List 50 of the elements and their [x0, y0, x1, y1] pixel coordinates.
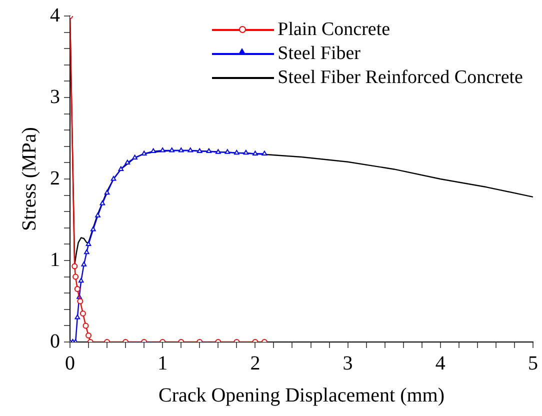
y-tick-label: 4: [50, 4, 60, 26]
point: [169, 147, 175, 152]
point: [160, 147, 166, 152]
point: [110, 176, 116, 181]
point: [215, 149, 221, 154]
x-tick-label: 1: [158, 352, 168, 374]
point: [78, 278, 84, 283]
point: [150, 148, 156, 154]
legend-label: Steel Fiber Reinforced Concrete: [278, 66, 523, 90]
y-tick-label: 1: [50, 248, 60, 271]
point: [74, 314, 80, 320]
x-tick-label: 3: [342, 352, 353, 374]
point: [95, 212, 100, 218]
point: [124, 160, 130, 164]
point: [77, 298, 84, 304]
point: [81, 262, 87, 266]
y-axis-title: Stress (MPa): [18, 127, 40, 231]
point: [132, 154, 138, 160]
point: [82, 322, 89, 329]
point: [141, 150, 147, 156]
point: [262, 150, 268, 156]
point: [84, 249, 90, 254]
legend-label: Plain Concrete: [278, 18, 390, 42]
point: [74, 286, 80, 292]
y-tick-label: 0: [50, 330, 60, 352]
point: [72, 263, 78, 270]
x-tick-label: 5: [528, 352, 538, 374]
x-tick-label: 4: [435, 352, 446, 374]
point: [80, 310, 86, 316]
point: [243, 150, 249, 155]
point: [86, 332, 92, 338]
point: [72, 274, 79, 280]
point: [196, 148, 202, 154]
point: [206, 148, 212, 154]
point: [252, 150, 258, 156]
y-tick-label: 2: [50, 167, 60, 190]
point: [178, 147, 184, 152]
point: [86, 241, 92, 246]
point: [100, 200, 106, 206]
legend-label: Steel Fiber: [278, 42, 361, 66]
point: [118, 166, 124, 171]
point: [90, 226, 96, 232]
y-tick-label: 3: [50, 86, 60, 108]
x-tick-label: 0: [65, 352, 75, 374]
point: [188, 147, 194, 152]
x-axis-title: Crack Opening Displacement (mm): [158, 384, 445, 406]
x-tick-label: 2: [250, 352, 260, 374]
point: [224, 149, 230, 154]
point: [234, 150, 240, 155]
point: [104, 190, 110, 195]
